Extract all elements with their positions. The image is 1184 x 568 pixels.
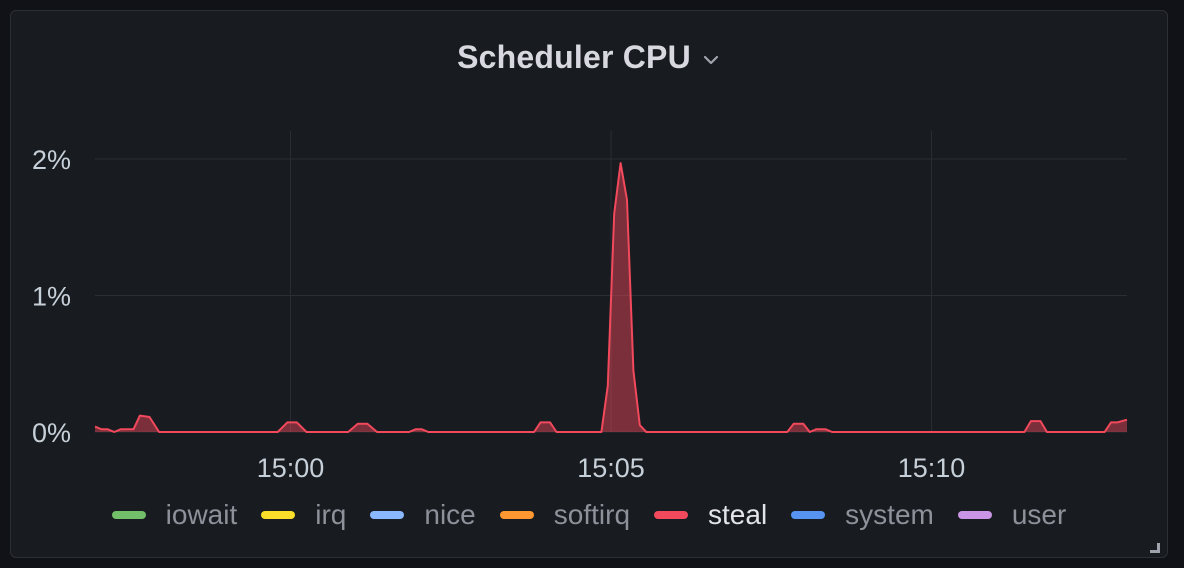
legend-label: nice — [424, 499, 476, 530]
series-line-steal — [94, 162, 1128, 433]
legend-item-softirq[interactable]: softirq — [499, 499, 631, 531]
chart-panel: Scheduler CPU 0% 1% 2% 15:00 15:05 15:10 iowa… — [10, 10, 1168, 558]
legend-item-steal[interactable]: steal — [654, 499, 767, 531]
legend-label: softirq — [553, 499, 631, 530]
chevron-down-icon[interactable] — [701, 50, 721, 70]
legend-item-system[interactable]: system — [791, 499, 934, 531]
x-tick-label: 15:05 — [577, 453, 645, 481]
resize-corner-icon[interactable] — [1150, 540, 1160, 553]
legend-label: iowait — [165, 499, 238, 530]
legend-swatch — [499, 511, 534, 519]
y-tick-label: 2% — [32, 145, 71, 175]
legend-swatch — [957, 511, 992, 519]
legend-label: user — [1011, 499, 1067, 530]
legend-label: steal — [708, 499, 768, 530]
legend-swatch — [261, 511, 296, 519]
legend-item-irq[interactable]: irq — [261, 499, 346, 531]
panel-title[interactable]: Scheduler CPU — [457, 39, 691, 75]
legend-item-user[interactable]: user — [957, 499, 1067, 531]
x-tick-label: 15:00 — [257, 453, 325, 481]
legend-swatch — [791, 511, 826, 519]
y-tick-label: 0% — [32, 418, 71, 448]
x-tick-label: 15:10 — [898, 453, 966, 481]
series-area-steal — [95, 163, 1127, 432]
legend-label: system — [845, 499, 934, 530]
legend-item-nice[interactable]: nice — [370, 499, 476, 531]
area-chart[interactable]: 0% 1% 2% 15:00 15:05 15:10 — [11, 11, 1169, 481]
legend: iowait irq nice softirq steal system user — [11, 499, 1167, 531]
legend-swatch — [370, 511, 405, 519]
panel-header[interactable]: Scheduler CPU — [11, 39, 1167, 76]
y-tick-label: 1% — [32, 282, 71, 312]
legend-item-iowait[interactable]: iowait — [111, 499, 238, 531]
legend-swatch — [654, 511, 689, 519]
legend-label: irq — [315, 499, 347, 530]
legend-swatch — [111, 511, 146, 519]
